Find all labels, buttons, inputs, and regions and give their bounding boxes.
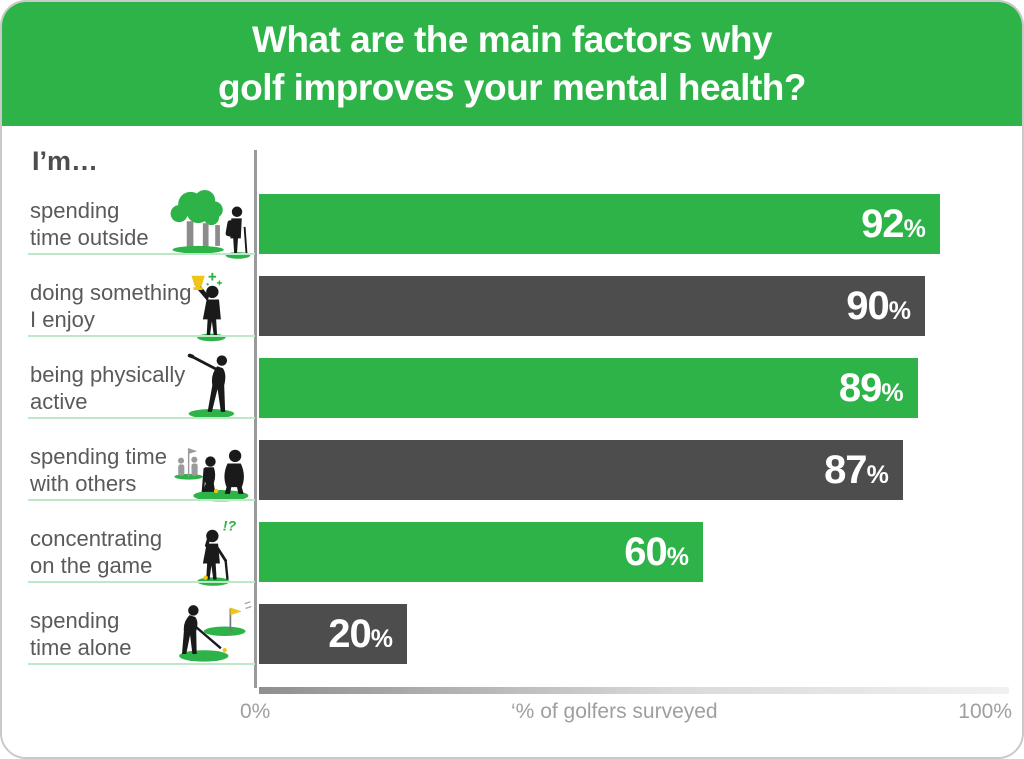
bar-value-unit: % — [370, 624, 393, 653]
bar-value-number: 90 — [846, 283, 889, 328]
chart-title-line2: golf improves your mental health? — [218, 67, 806, 108]
icon-cell — [174, 427, 259, 514]
bar: 92% — [259, 194, 940, 254]
golfer-swing-icon — [187, 353, 235, 418]
golfer-thinking-icon: !? — [197, 518, 237, 586]
bar: 90% — [259, 276, 925, 336]
bar-row: doing something I enjoy 90% — [2, 265, 1022, 347]
bar-value: 20% — [328, 612, 393, 657]
bar-value-number: 92 — [861, 201, 904, 246]
icon-cell — [179, 591, 259, 678]
bar-value-unit: % — [881, 378, 904, 407]
header: What are the main factors why golf impro… — [2, 2, 1022, 126]
bar: 89% — [259, 358, 918, 418]
bar-track: 20% — [259, 604, 999, 664]
row-separator — [28, 663, 255, 665]
category-label: spending time outside — [30, 198, 149, 250]
golfers-group-icon — [174, 447, 249, 501]
bar-track: 90% — [259, 276, 999, 336]
bar-row: spending time outside 92% — [2, 183, 1022, 265]
bar: 60% — [259, 522, 703, 582]
row-separator — [28, 335, 255, 337]
bar-value-number: 60 — [624, 529, 667, 574]
bar-value-unit: % — [666, 542, 689, 571]
trees-golfer-icon — [170, 189, 251, 259]
chart-title-line1: What are the main factors why — [251, 19, 773, 60]
bar-value: 60% — [624, 530, 689, 575]
row-separator — [28, 499, 255, 501]
row-separator — [28, 417, 255, 419]
row-separator — [28, 253, 255, 255]
golfer-trophy-icon — [191, 272, 226, 341]
bar-track: 89% — [259, 358, 999, 418]
category-label: being physically active — [30, 362, 186, 414]
bar-value: 90% — [846, 284, 911, 329]
bar-row: being physically active 89% — [2, 347, 1022, 429]
bar-value-number: 87 — [824, 447, 867, 492]
bar-value-unit: % — [903, 214, 926, 243]
icon-cell: !? — [190, 509, 259, 596]
category-label: doing something I enjoy — [30, 280, 192, 332]
golfer-putting-icon — [179, 600, 252, 662]
category-label: concentrating on the game — [30, 526, 163, 578]
axis-max-label: 100% — [958, 700, 1012, 723]
bar-row: spending time with others 87% — [2, 429, 1022, 511]
icon-cell — [170, 181, 259, 268]
category-label: spending time alone — [30, 608, 132, 660]
bar-value-unit: % — [866, 460, 889, 489]
bar: 20% — [259, 604, 407, 664]
x-axis-labels: 0% ‘% of golfers surveyed 100% — [240, 700, 1012, 724]
x-axis-baseline-gradient — [259, 687, 1009, 694]
bar-value: 89% — [839, 366, 904, 411]
chart-area: I’m… spending time outside 92% doing some… — [2, 126, 1022, 757]
y-axis-line — [254, 150, 257, 688]
bar-value-number: 89 — [838, 365, 882, 410]
bar-value-number: 20 — [328, 611, 371, 656]
row-separator — [28, 581, 255, 583]
bar-value: 92% — [861, 202, 926, 247]
category-label: spending time with others — [30, 444, 167, 496]
bar-value-unit: % — [888, 296, 911, 325]
bar-track: 92% — [259, 194, 999, 254]
bar-row: spending time alone 20% — [2, 593, 1022, 675]
bar-row: concentrating on the game !? 60% — [2, 511, 1022, 593]
axis-title: ‘% of golfers surveyed — [511, 700, 718, 723]
icon-cell — [187, 345, 259, 432]
svg-text:!?: !? — [223, 518, 237, 534]
chart-rows: spending time outside 92% doing something… — [2, 183, 1022, 675]
axis-min-label: 0% — [240, 700, 271, 723]
intro-label: I’m… — [32, 146, 99, 176]
bar-value: 87% — [824, 448, 889, 493]
bar: 87% — [259, 440, 903, 500]
bar-track: 87% — [259, 440, 999, 500]
bar-track: 60% — [259, 522, 999, 582]
